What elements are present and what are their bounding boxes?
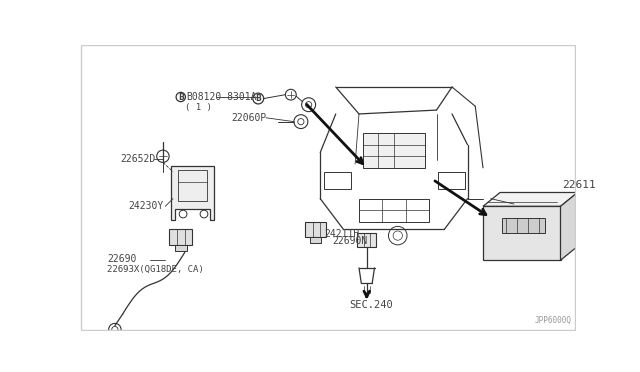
Bar <box>305 222 326 237</box>
Text: B08120-8301A: B08120-8301A <box>186 92 257 102</box>
Text: JPP6000Q: JPP6000Q <box>535 316 572 325</box>
Text: 24230Y: 24230Y <box>128 201 163 211</box>
Bar <box>438 172 465 189</box>
Text: 22060P: 22060P <box>231 113 266 123</box>
Bar <box>324 172 351 189</box>
Polygon shape <box>483 192 577 206</box>
Text: B: B <box>178 93 184 102</box>
Bar <box>358 233 376 247</box>
Polygon shape <box>483 206 561 260</box>
Text: 22693X(QG18DE, CA): 22693X(QG18DE, CA) <box>107 265 204 274</box>
Bar <box>359 199 429 222</box>
Text: 22652D: 22652D <box>120 154 156 164</box>
Polygon shape <box>561 192 577 260</box>
Text: SEC.240: SEC.240 <box>349 300 393 310</box>
Bar <box>502 218 545 233</box>
Bar <box>310 237 321 243</box>
Bar <box>169 230 193 245</box>
Bar <box>175 245 187 251</box>
Polygon shape <box>172 166 214 220</box>
Text: 22611: 22611 <box>562 180 596 190</box>
Bar <box>363 133 425 168</box>
Text: 22690: 22690 <box>107 254 136 264</box>
Text: B: B <box>255 94 261 103</box>
Text: 22690N: 22690N <box>332 236 367 246</box>
Text: ( 1 ): ( 1 ) <box>184 103 211 112</box>
Bar <box>178 170 207 201</box>
Text: 24211H: 24211H <box>324 229 360 239</box>
